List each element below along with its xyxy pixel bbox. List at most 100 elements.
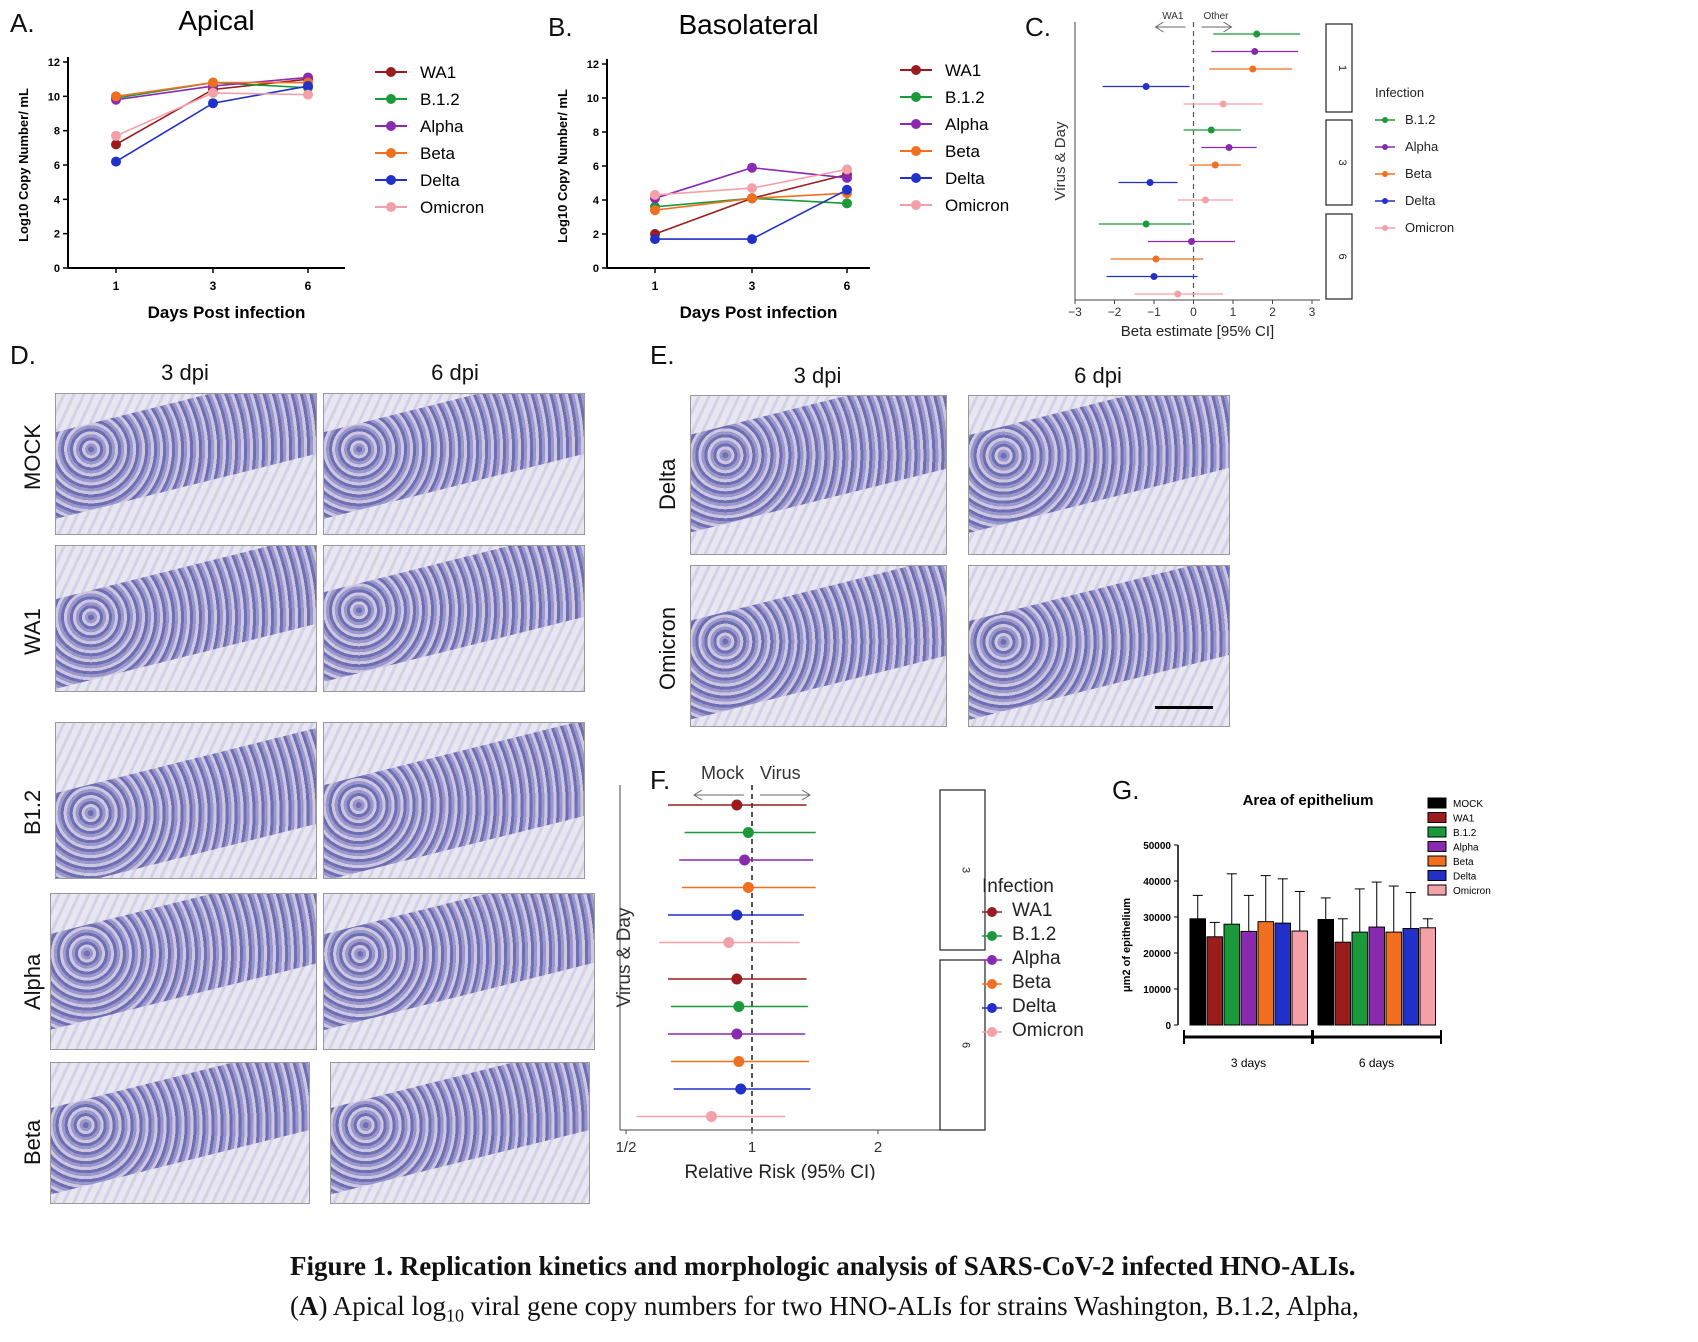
facet-label-1: 1 (1336, 65, 1348, 71)
estimate-point-omicron (705, 1111, 717, 1122)
bar-alpha (1240, 930, 1257, 1026)
data-point-delta (842, 184, 852, 195)
e-row-label-omicron: Omicron (655, 606, 680, 690)
legend-label-alpha: Alpha (1453, 843, 1479, 854)
panel-letter-a: A. (10, 8, 35, 38)
x-tick-label: 2 (1269, 305, 1276, 319)
x-tick-label: 2 (874, 1139, 882, 1156)
legend-marker-wa1 (911, 65, 921, 75)
bar-delta (1402, 928, 1419, 1026)
y-tick-label: 2 (593, 229, 599, 241)
histology-image-alpha-3dpi (50, 893, 317, 1050)
legend-label-wa1: WA1 (420, 63, 456, 82)
legend-marker-b-1-2 (386, 94, 396, 104)
estimate-point-omicron (1174, 290, 1182, 298)
bar-alpha (1368, 926, 1385, 1026)
legend-label-beta: Beta (1405, 166, 1433, 181)
data-point-omicron (208, 87, 218, 98)
x-tick-label: 1 (113, 279, 120, 293)
facet-strip-3 (939, 789, 986, 951)
y-tick-label: 30000 (1143, 913, 1171, 924)
bar-b-1-2 (1223, 923, 1240, 1026)
y-tick-label: 40000 (1143, 877, 1171, 888)
y-tick-label: 8 (593, 127, 599, 139)
caption-text-a: ) Apical log (318, 1291, 446, 1321)
data-point-beta (650, 205, 660, 216)
x-axis-label: Relative Risk (95% CI) (684, 1162, 875, 1180)
legend-label-wa1: WA1 (1453, 814, 1475, 825)
d-row-label-alpha: Alpha (20, 953, 45, 1010)
histology-image-beta-3dpi (50, 1062, 310, 1204)
x-category-label: 3 days (1231, 1056, 1266, 1070)
y-tick-label: 10000 (1143, 985, 1171, 996)
data-point-delta (747, 234, 757, 245)
legend-swatch-mock (1427, 797, 1447, 809)
x-tick-label: 6 (305, 279, 312, 293)
x-axis-label: Days Post infection (148, 303, 306, 322)
x-tick-label: 0 (1190, 305, 1197, 319)
legend-marker-beta (1382, 171, 1388, 177)
y-tick-label: 4 (54, 194, 61, 206)
legend-label-delta: Delta (1012, 996, 1057, 1017)
legend-label-alpha: Alpha (1012, 948, 1061, 969)
legend-swatch-delta (1427, 870, 1447, 881)
direction-label-right: Virus (760, 763, 801, 783)
estimate-point-beta (742, 882, 754, 893)
legend-marker-delta (386, 175, 396, 185)
panel-letter-f: F. (650, 765, 671, 795)
legend-label-delta: Delta (1405, 193, 1436, 208)
y-axis-label: Log10 Copy Number/ mL (16, 88, 31, 242)
x-axis-label: Days Post infection (680, 303, 838, 322)
data-point-omicron (747, 183, 757, 194)
facet-label-6: 6 (960, 1042, 972, 1048)
chart-title: Basolateral (678, 9, 818, 40)
estimate-point-beta (1211, 161, 1219, 169)
estimate-point-delta (735, 1083, 747, 1095)
y-tick-label: 0 (1165, 1021, 1171, 1032)
legend-marker-omicron (987, 1027, 997, 1037)
x-tick-label: 1/2 (616, 1139, 637, 1156)
d-row-label-mock: MOCK (20, 424, 45, 490)
x-tick-label: 1 (748, 1139, 756, 1156)
histology-image-b12-3dpi (55, 722, 317, 879)
facet-strip-6 (1325, 213, 1353, 300)
estimate-point-omicron (1201, 196, 1209, 204)
direction-label-left: Mock (701, 763, 745, 783)
estimate-point-alpha (739, 854, 751, 866)
legend-marker-delta (911, 173, 921, 183)
estimate-point-wa1 (731, 799, 743, 811)
legend-label-omicron: Omicron (1453, 886, 1491, 897)
x-category-label: 6 days (1359, 1056, 1394, 1070)
estimate-point-delta (1146, 179, 1154, 186)
legend-title: Infection (1375, 85, 1424, 100)
caption-paren: ( (290, 1291, 299, 1321)
x-tick-label: 6 (844, 279, 851, 293)
direction-label-left: WA1 (1162, 11, 1184, 22)
legend-marker-omicron (1382, 225, 1388, 231)
y-tick-label: 6 (593, 161, 599, 173)
legend-label-omicron: Omicron (420, 198, 484, 217)
legend-swatch-b-1-2 (1427, 826, 1447, 838)
data-point-wa1 (111, 139, 121, 150)
estimate-point-b-1-2 (742, 827, 754, 838)
legend-marker-b-1-2 (987, 931, 997, 941)
legend-swatch-wa1 (1427, 812, 1447, 823)
basolateral-line-chart: Basolateral 0 2 4 6 8 10 12 1 3 6 Days Post infecti… (555, 9, 1009, 322)
data-point-omicron (111, 130, 121, 141)
facet-strip-3 (1325, 119, 1353, 206)
histology-image-wa1-3dpi (55, 545, 317, 692)
estimate-point-omicron (723, 937, 735, 948)
y-tick-label: 6 (54, 160, 60, 172)
y-tick-label: 8 (54, 126, 60, 138)
estimate-point-wa1 (731, 973, 743, 985)
panel-letter-e: E. (650, 340, 675, 370)
facet-strip-6 (939, 959, 986, 1131)
legend-title: Infection (982, 876, 1054, 897)
estimate-point-alpha (1225, 144, 1233, 151)
caption-text-b: viral gene copy numbers for two HNO-ALIs… (463, 1291, 1359, 1321)
direction-arrow-left-head (1154, 21, 1164, 33)
d-col-label-3dpi: 3 dpi (161, 360, 209, 385)
chart-title: Area of epithelium (1243, 792, 1374, 809)
legend-marker-alpha (386, 121, 396, 131)
apical-line-chart: Apical 0 2 4 6 8 10 12 1 3 6 Days Post infection Log… (16, 5, 484, 322)
